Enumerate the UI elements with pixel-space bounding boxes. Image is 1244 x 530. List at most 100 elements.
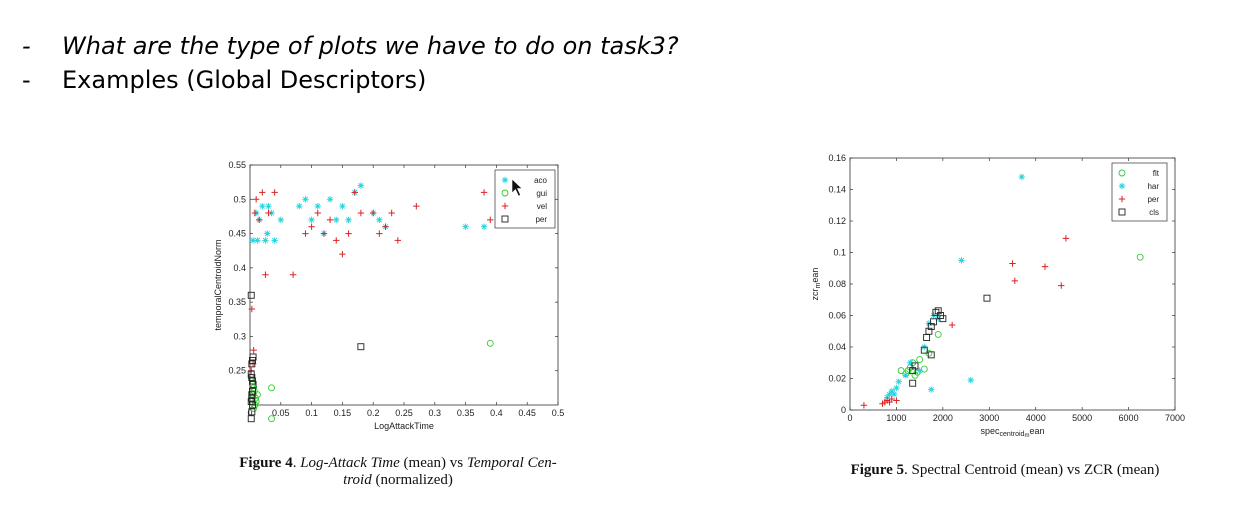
data-point	[268, 384, 276, 392]
data-point	[248, 391, 256, 399]
y-tick-label: 0.4	[233, 263, 246, 273]
y-tick-label: 0.45	[228, 229, 246, 239]
x-axis-label-main: spec	[981, 426, 1001, 436]
data-point	[308, 223, 315, 230]
x-tick-label: 0.45	[518, 408, 536, 418]
figure-5-caption-line1: Figure 5. Spectral Centroid (mean) vs ZC…	[800, 462, 1210, 479]
bullet-question-text: What are the type of plots we have to do…	[62, 32, 679, 60]
data-point	[860, 402, 868, 409]
data-point	[265, 202, 272, 210]
x-tick-label: 0.4	[490, 408, 503, 418]
x-tick-label: 3000	[979, 413, 999, 423]
data-point	[501, 189, 509, 197]
y-tick-label: 0.35	[228, 297, 246, 307]
data-point	[927, 323, 935, 330]
series-per	[247, 291, 365, 423]
x-tick-label: 2000	[933, 413, 953, 423]
y-tick-label: 0.3	[233, 331, 246, 341]
data-point	[886, 391, 893, 398]
chart-spectral-centroid-vs-zcr: 0 1000 2000 3000 4000 5000 6000 7000 0 0.02 0.04 0.…	[810, 153, 1185, 439]
y-tick-label: 0.06	[828, 311, 846, 321]
x-tick-label: 5000	[1072, 413, 1092, 423]
figure-5-label: Figure 5	[850, 462, 905, 478]
data-point	[920, 346, 928, 354]
data-point	[897, 367, 905, 375]
x-tick-label: 0.05	[272, 408, 290, 418]
data-point	[247, 291, 255, 299]
legend-label: aco	[534, 176, 547, 185]
legend-label: per	[535, 215, 547, 224]
y-tick-label: 0.04	[828, 342, 846, 352]
data-point	[248, 305, 256, 313]
data-point	[911, 362, 919, 370]
chart-logattack-vs-temporal-centroid: 0 0.05 0.1 0.15 0.2 0.25 0.3 0.35 0.4 0.45 0.5 0.25…	[213, 160, 565, 431]
data-point	[314, 202, 321, 210]
legend: flt har per cls	[1111, 162, 1168, 222]
y-tick-label: 0.02	[828, 374, 846, 384]
data-point	[326, 216, 334, 224]
data-point	[893, 397, 900, 404]
data-point	[345, 230, 352, 237]
data-point	[259, 202, 266, 210]
y-tick-label: 0.14	[828, 185, 846, 195]
data-point	[939, 315, 947, 323]
data-point	[370, 209, 377, 217]
data-point	[916, 367, 923, 374]
data-point	[249, 401, 256, 409]
bullet-dash: -	[22, 66, 31, 94]
figure-4-label: Figure 4	[239, 455, 293, 471]
data-point	[394, 237, 402, 244]
data-point	[948, 321, 956, 329]
data-point	[907, 359, 914, 366]
data-point	[1118, 208, 1126, 216]
x-tick-label: 7000	[1165, 413, 1185, 423]
data-point	[388, 209, 395, 217]
data-point	[248, 408, 256, 416]
data-point	[264, 230, 271, 237]
data-point	[501, 215, 509, 223]
x-axis-label-tail: ean	[1029, 426, 1044, 436]
x-tick-label: 4000	[1026, 413, 1046, 423]
data-point	[262, 271, 269, 278]
y-tick-label: 0.25	[228, 366, 246, 376]
data-point	[1062, 235, 1070, 242]
bullet-examples-text: Examples (Global Descriptors)	[62, 66, 427, 94]
data-point	[480, 223, 488, 230]
figure-5-caption-parts: . Spectral Centroid (mean) vs ZCR (mean)	[904, 462, 1159, 478]
x-tick-label: 6000	[1119, 413, 1139, 423]
data-point	[925, 327, 933, 335]
data-point	[983, 294, 991, 302]
figure-4-caption-parts: . Log-Attack Time (mean) vs Temporal Cen…	[293, 455, 557, 471]
data-point	[326, 196, 334, 203]
x-tick-label: 0	[847, 413, 852, 423]
y-axis-label-main: zcr	[810, 288, 820, 300]
x-tick-label: 0.2	[367, 408, 380, 418]
data-point	[262, 237, 269, 244]
legend-label: har	[1147, 182, 1159, 191]
data-point	[314, 209, 321, 217]
x-tick-label: 0.25	[395, 408, 413, 418]
data-point	[888, 387, 895, 395]
mouse-cursor-icon	[511, 178, 523, 197]
y-axis-label: zcrmean	[810, 268, 822, 301]
y-tick-label: 0.1	[833, 248, 846, 258]
legend-label: vel	[537, 202, 547, 211]
x-tick-label: 0.5	[552, 408, 565, 418]
legend-label: gui	[536, 189, 547, 198]
data-point	[1136, 253, 1144, 261]
data-point	[249, 237, 257, 244]
figure-4-caption-line1: Figure 4. Log-Attack Time (mean) vs Temp…	[208, 455, 588, 472]
data-point	[927, 351, 935, 359]
data-point	[1118, 182, 1126, 190]
y-tick-label: 0	[841, 405, 846, 415]
x-axis-label-sub: centroid	[1000, 431, 1025, 438]
x-tick-label: 0.35	[457, 408, 475, 418]
x-tick-label: 0	[247, 408, 252, 418]
data-point	[333, 216, 340, 224]
series-per	[860, 235, 1070, 409]
data-point	[302, 230, 309, 237]
y-tick-label: 0.55	[228, 160, 246, 170]
data-point	[928, 386, 935, 393]
bullet-question: - What are the type of plots we have to d…	[22, 32, 679, 60]
data-point	[934, 307, 942, 315]
